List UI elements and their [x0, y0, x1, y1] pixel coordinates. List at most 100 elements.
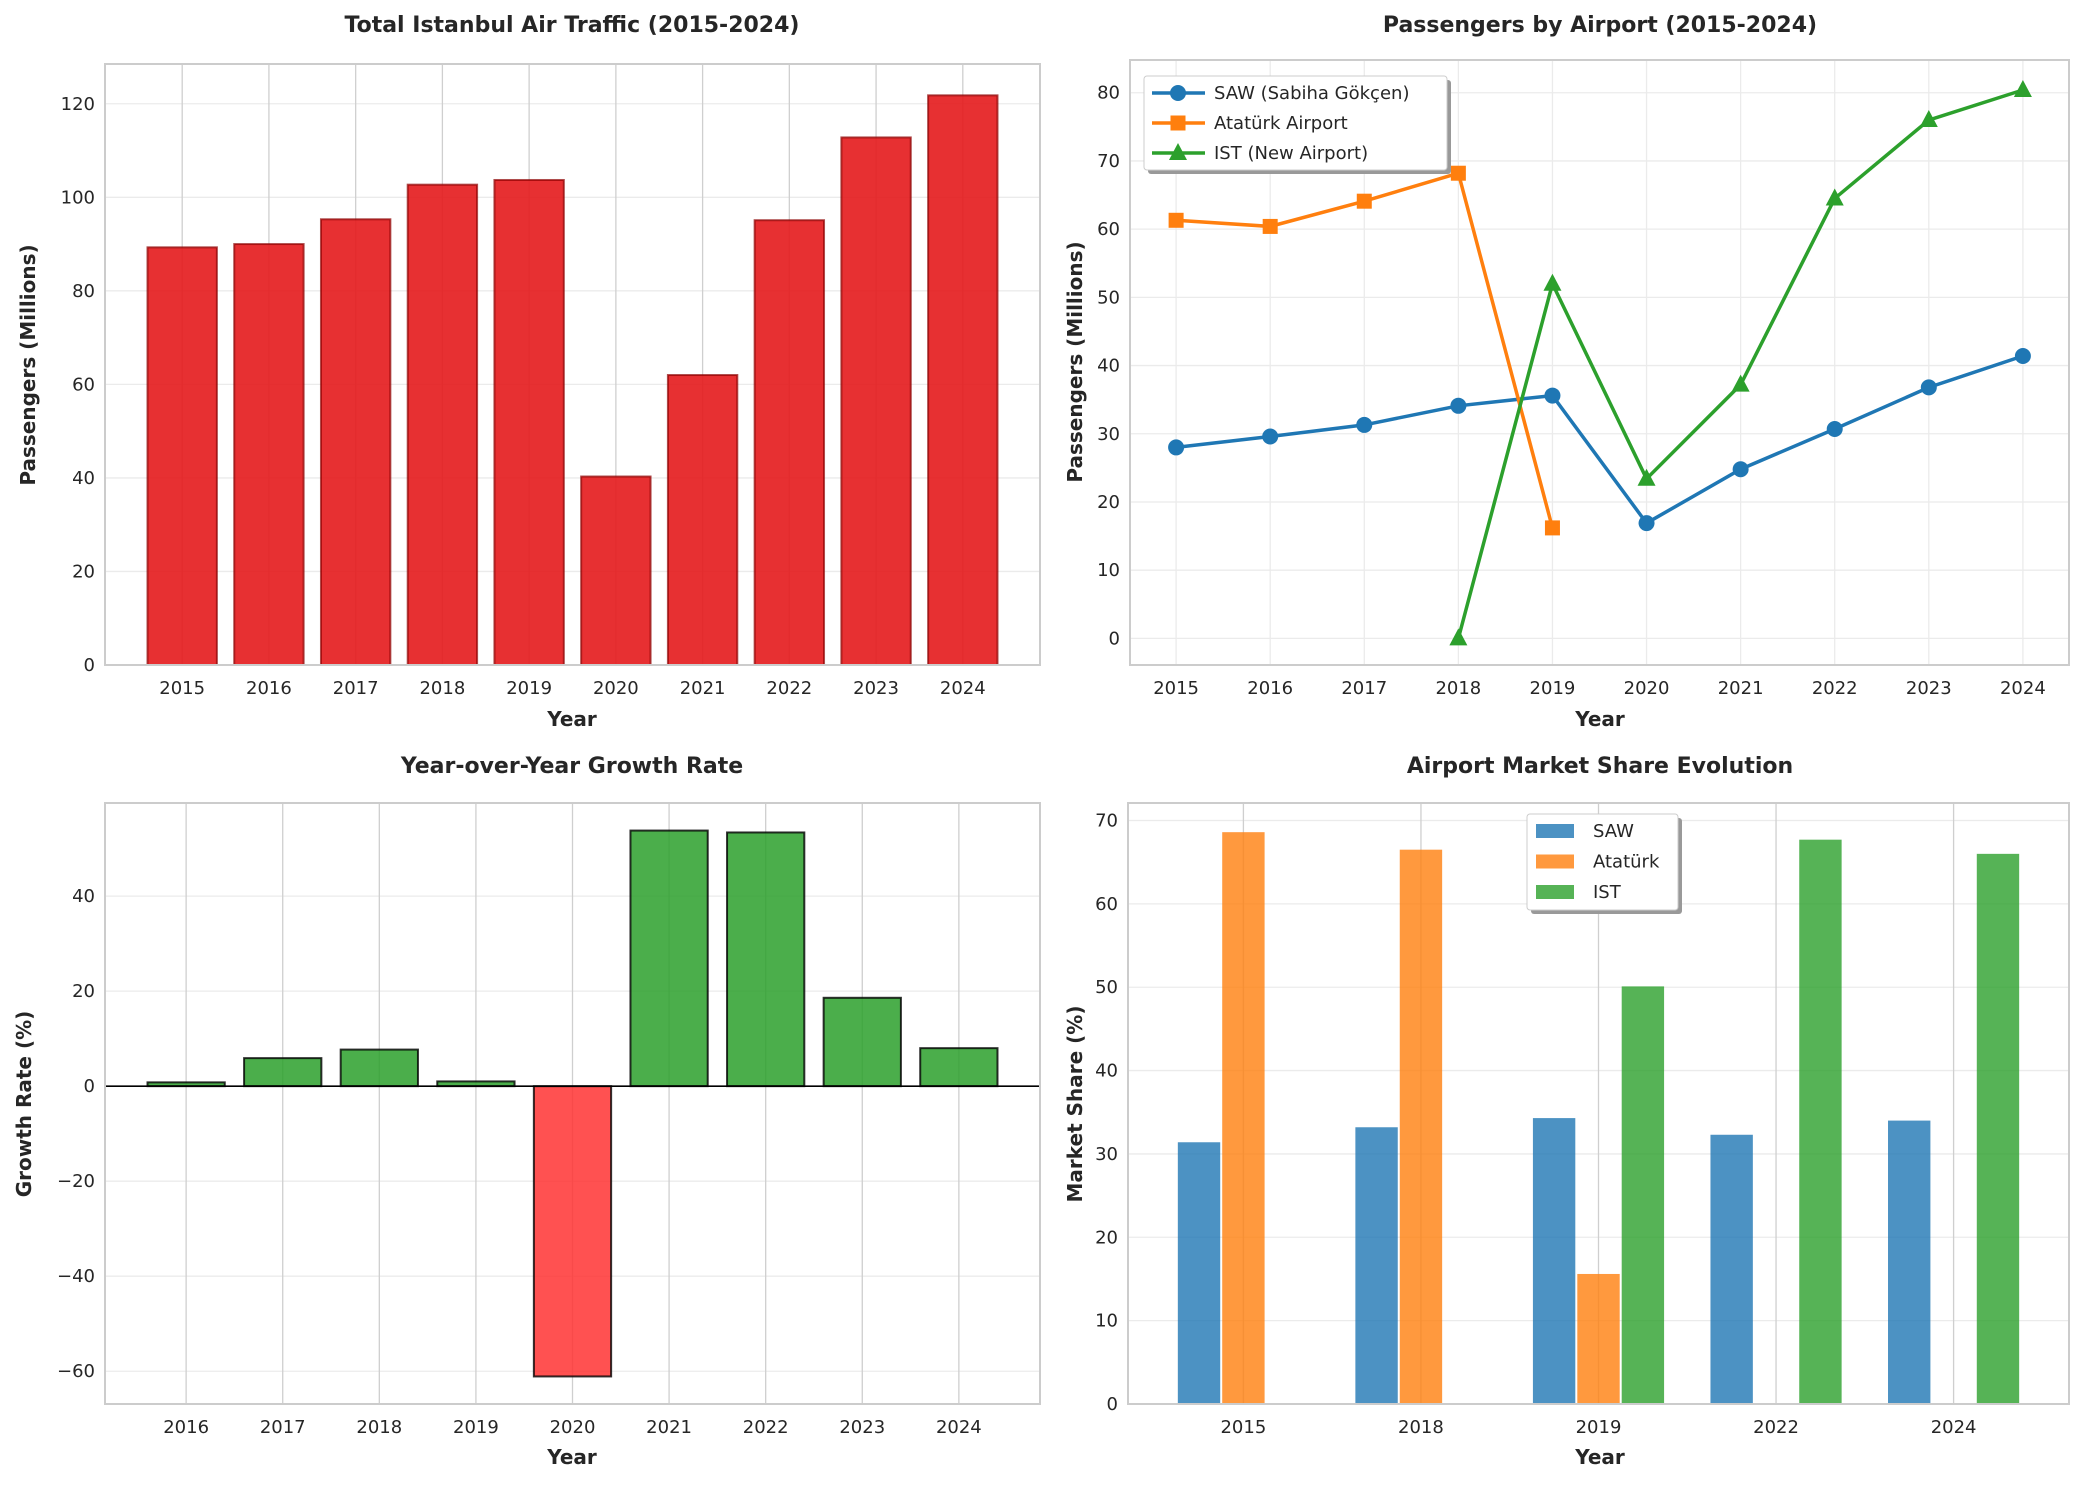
data-point-square — [1356, 193, 1372, 209]
data-point-circle — [1920, 379, 1937, 396]
y-tick-label: 20 — [72, 561, 95, 582]
x-tick-label: 2022 — [1753, 1417, 1799, 1438]
x-tick-label: 2023 — [853, 678, 899, 699]
legend-label: Atatürk Airport — [1214, 113, 1348, 134]
x-tick-label: 2015 — [159, 678, 205, 699]
y-tick-label: −20 — [57, 1171, 95, 1192]
chart-title: Passengers by Airport (2015-2024) — [1383, 13, 1817, 38]
bar-2024 — [927, 94, 999, 667]
axes-frame — [1129, 59, 2070, 666]
data-point-circle — [1544, 387, 1561, 404]
y-tick-label: 0 — [1109, 628, 1120, 649]
y-tick-label: 50 — [1097, 287, 1120, 308]
x-tick-label: 2019 — [1576, 1417, 1622, 1438]
axes-frame — [104, 63, 1041, 666]
x-tick-label: 2019 — [506, 678, 552, 699]
y-tick-label: −40 — [57, 1266, 95, 1287]
x-tick-label: 2022 — [1812, 678, 1858, 699]
y-tick-label: 60 — [1097, 219, 1120, 240]
bar-2017 — [243, 1057, 323, 1088]
y-tick-label: 60 — [1095, 894, 1118, 915]
y-tick-label: 30 — [1097, 424, 1120, 445]
data-point-triangle — [1919, 110, 1938, 128]
legend: SAW (Sabiha Gökçen) Atatürk Airport IST (N… — [1143, 75, 1451, 174]
y-tick-label: 40 — [1095, 1061, 1118, 1082]
y-tick-label: 70 — [1097, 151, 1120, 172]
x-tick-label: 2021 — [680, 678, 726, 699]
legend-label: Atatürk — [1593, 852, 1660, 873]
x-tick-label: 2024 — [940, 678, 986, 699]
chart-title: Total Istanbul Air Traffic (2015-2024) — [345, 13, 800, 38]
data-point-triangle — [1825, 188, 1844, 206]
total-traffic-chart: Total Istanbul Air Traffic (2015-2024) Ye… — [16, 13, 1041, 731]
data-point-circle — [1638, 515, 1655, 532]
x-tick-label: 2017 — [1341, 678, 1387, 699]
legend: SAW Atatürk IST — [1526, 813, 1682, 914]
data-point-circle — [1168, 439, 1185, 456]
x-tick-label: 2016 — [1247, 678, 1293, 699]
y-tick-label: 100 — [61, 187, 95, 208]
x-tick-label: 2021 — [1718, 678, 1764, 699]
bar-SAW-2018 — [1355, 1127, 1398, 1404]
x-axis-label: Year — [1574, 707, 1625, 731]
x-tick-label: 2020 — [550, 1417, 596, 1438]
data-point-circle — [1262, 428, 1279, 445]
bar-SAW-2019 — [1532, 1118, 1576, 1404]
bar-2021 — [629, 829, 709, 1088]
y-tick-label: 50 — [1095, 977, 1118, 998]
legend-swatch — [1536, 824, 1574, 838]
y-tick-label: 10 — [1095, 1311, 1118, 1332]
legend-swatch — [1536, 885, 1574, 899]
bar-2021 — [666, 374, 739, 666]
x-tick-label: 2017 — [333, 678, 379, 699]
x-tick-label: 2016 — [246, 678, 292, 699]
x-axis-label: Year — [1574, 1445, 1625, 1469]
x-tick-label: 2023 — [1906, 678, 1952, 699]
data-point-circle — [2014, 348, 2031, 365]
bar-Atatürk-2019 — [1577, 1273, 1620, 1404]
x-tick-label: 2018 — [356, 1417, 402, 1438]
bar-2022 — [726, 831, 806, 1088]
bar-2020 — [532, 1085, 613, 1378]
legend-marker-square — [1170, 115, 1186, 131]
x-tick-label: 2022 — [766, 678, 812, 699]
x-tick-label: 2016 — [163, 1417, 209, 1438]
data-point-circle — [1826, 421, 1843, 438]
data-point-circle — [1356, 416, 1373, 433]
y-tick-label: 0 — [84, 655, 95, 676]
data-point-triangle — [1731, 374, 1750, 392]
x-tick-label: 2020 — [1624, 678, 1670, 699]
legend-label: SAW — [1593, 821, 1634, 842]
axes-frame — [1127, 802, 2070, 1405]
data-point-triangle — [1543, 273, 1562, 291]
bar-Atatürk-2015 — [1222, 832, 1265, 1404]
legend-marker-circle — [1170, 85, 1186, 101]
x-tick-label: 2018 — [1398, 1417, 1444, 1438]
data-point-square — [1168, 212, 1184, 228]
x-tick-label: 2021 — [646, 1417, 692, 1438]
x-tick-label: 2019 — [1530, 678, 1576, 699]
bar-2022 — [753, 219, 826, 666]
legend-box — [1143, 75, 1448, 171]
bar-2017 — [319, 218, 392, 666]
data-point-square — [1262, 218, 1278, 234]
x-axis-label: Year — [546, 1445, 597, 1469]
data-point-circle — [1732, 461, 1749, 478]
y-tick-label: 20 — [1097, 492, 1120, 513]
legend-marker-triangle — [1169, 143, 1187, 160]
bar-IST-2019 — [1621, 986, 1665, 1404]
x-tick-label: 2023 — [839, 1417, 885, 1438]
legend-label: IST — [1593, 882, 1622, 903]
y-axis-label: Market Share (%) — [1063, 1006, 1087, 1203]
bar-2018 — [406, 183, 479, 667]
x-tick-label: 2015 — [1220, 1417, 1266, 1438]
y-tick-label: 80 — [72, 281, 95, 302]
x-axis-label: Year — [546, 707, 597, 731]
y-tick-label: 120 — [61, 94, 95, 115]
y-axis-label: Passengers (Millions) — [1063, 241, 1087, 482]
legend-label: SAW (Sabiha Gökçen) — [1214, 83, 1409, 104]
x-tick-label: 2017 — [260, 1417, 306, 1438]
bar-2016 — [233, 243, 305, 666]
bar-SAW-2015 — [1177, 1142, 1221, 1404]
